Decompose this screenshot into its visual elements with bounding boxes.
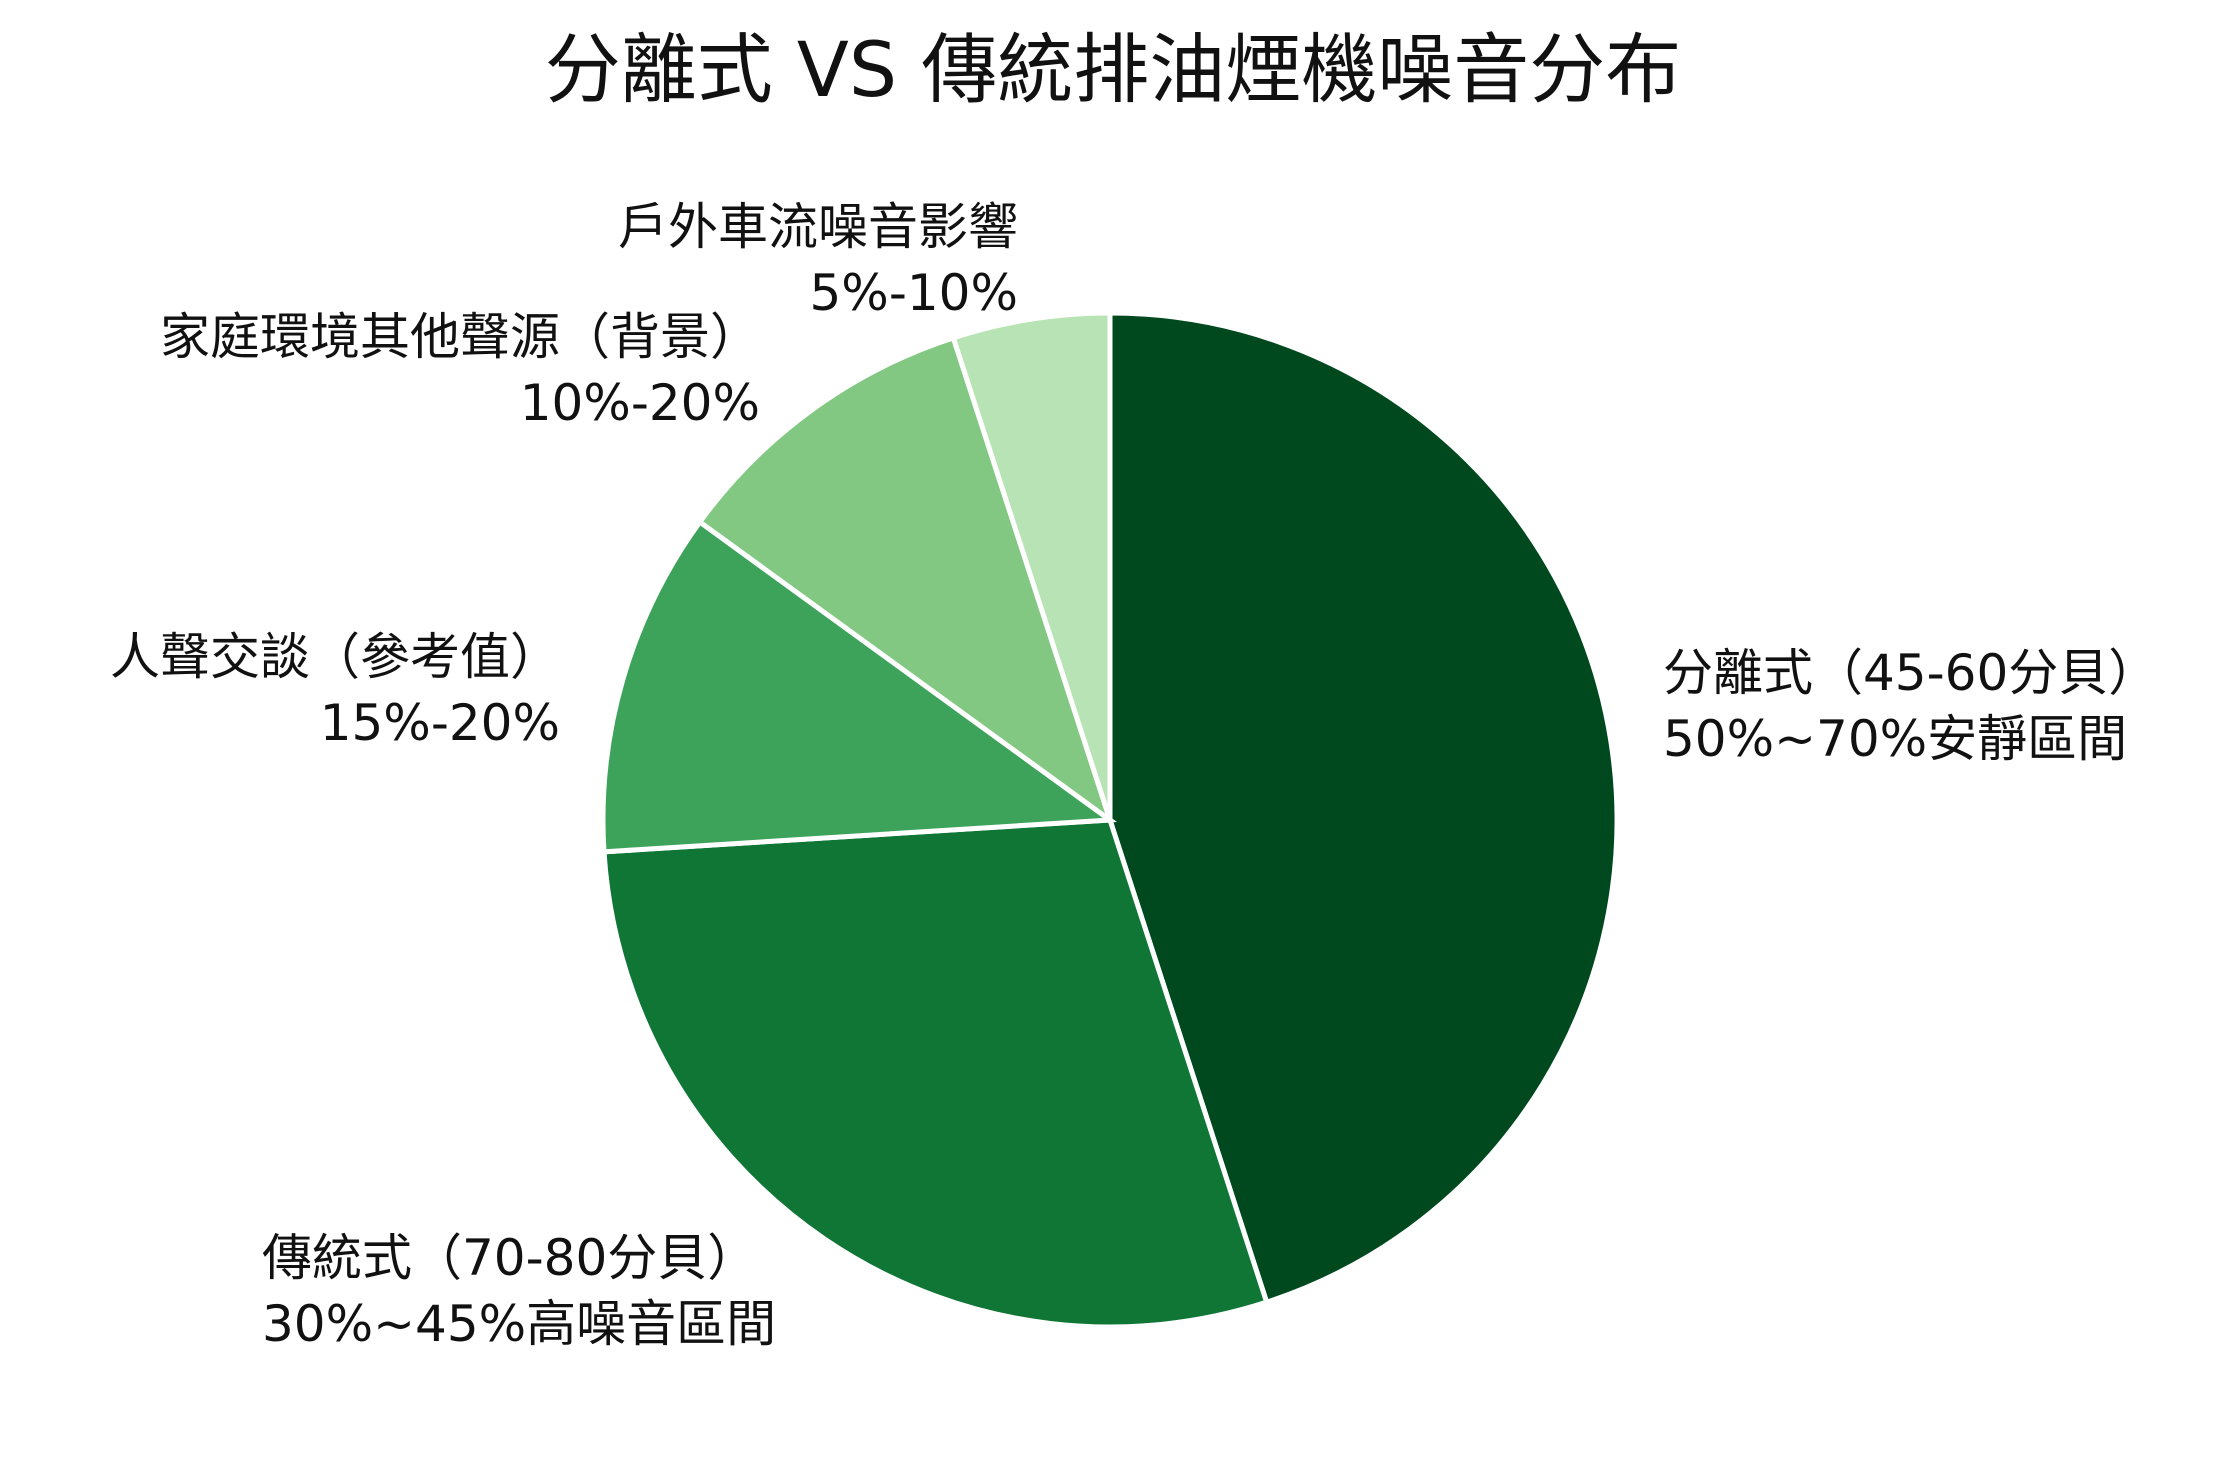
pie-slice-1 [1107, 310, 1620, 1306]
pie-slice-4 [696, 334, 1115, 827]
pie-slices [600, 310, 1620, 1330]
pie-slice-5 [950, 310, 1113, 821]
slice-label-3: 人聲交談（參考值） [110, 628, 560, 686]
slice-range-4: 10%-20% [520, 374, 760, 432]
pie-slice-2 [601, 817, 1270, 1330]
slice-range-1: 50%~70%安靜區間 [1663, 710, 2127, 768]
slice-range-5: 5%-10% [810, 264, 1019, 322]
pie-slice-3 [600, 518, 1118, 855]
chart-title: 分離式 VS 傳統排油煙機噪音分布 [545, 25, 1682, 114]
slice-label-2: 傳統式（70-80分貝） [262, 1229, 757, 1287]
slice-range-2: 30%~45%高噪音區間 [262, 1295, 776, 1353]
slice-label-5: 戶外車流噪音影響 [618, 198, 1018, 256]
slice-label-4: 家庭環境其他聲源（背景） [160, 308, 760, 366]
slice-range-3: 15%-20% [320, 694, 560, 752]
slice-label-1: 分離式（45-60分貝） [1663, 644, 2158, 702]
